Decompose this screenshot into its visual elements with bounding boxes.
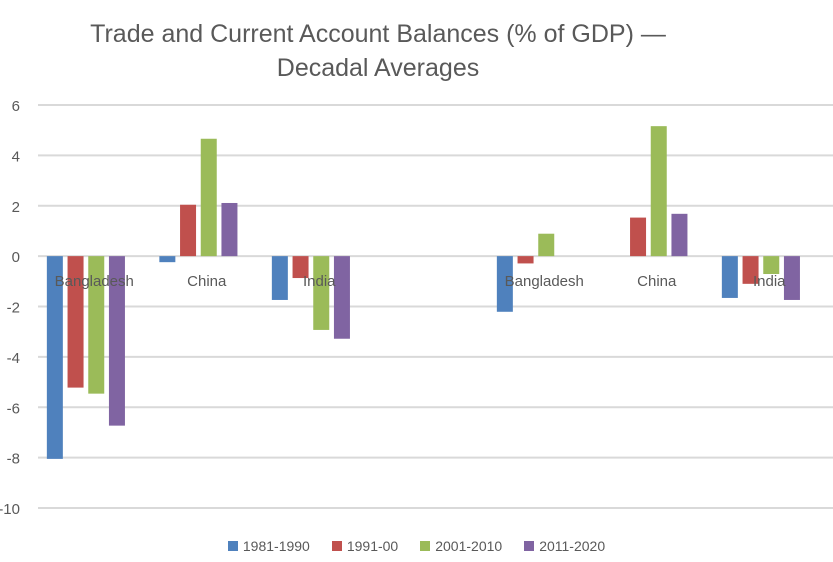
bar-2011-2020 [108, 256, 125, 426]
bar-1981-1990 [721, 256, 738, 298]
y-tick-label: -6 [7, 400, 20, 417]
category-label: Bangladesh [505, 273, 584, 290]
bar-1981-1990 [159, 256, 176, 263]
y-tick-label: -8 [7, 451, 20, 468]
legend-label: 2011-2020 [539, 538, 606, 554]
legend-label: 2001-2010 [435, 538, 503, 554]
y-tick-label: 2 [12, 199, 20, 216]
y-tick-label: 4 [12, 148, 20, 165]
bar-1981-1990 [46, 256, 63, 459]
legend-swatch [524, 541, 535, 551]
bar-2011-2020 [221, 202, 238, 257]
legend-item: 2011-2020 [524, 538, 605, 554]
y-tick-label: -4 [7, 350, 20, 367]
bar-2001-2010 [200, 138, 217, 257]
bar-2011-2020 [333, 256, 350, 339]
legend-label: 1991-00 [346, 538, 399, 554]
category-label: India [753, 273, 786, 290]
y-tick-label: -2 [7, 300, 20, 317]
legend-item: 1991-00 [331, 538, 399, 554]
legend: 1981-1990 1991-00 2001-2010 2011-2020 [0, 538, 833, 554]
bar-2001-2010 [538, 233, 555, 257]
bar-2001-2010 [650, 126, 667, 257]
bar-1991-00 [742, 256, 759, 284]
bar-1981-1990 [496, 256, 513, 312]
category-label: India [303, 273, 336, 290]
legend-swatch [420, 541, 431, 551]
y-tick-label: 6 [12, 98, 20, 115]
bar-2001-2010 [763, 256, 780, 275]
bar-1991-00 [67, 256, 84, 388]
legend-swatch [331, 541, 342, 551]
category-label: China [187, 273, 227, 290]
chart-subtitle: Decadal Averages [276, 54, 480, 82]
bar-1981-1990 [271, 256, 288, 300]
legend-label: 1981-1990 [242, 538, 310, 554]
legend-item: 1981-1990 [227, 538, 310, 554]
y-tick-label: -10 [0, 501, 20, 518]
y-tick-label: 0 [12, 249, 20, 266]
category-label: China [637, 273, 677, 290]
legend-swatch [227, 541, 238, 551]
bar-2011-2020 [671, 213, 688, 257]
chart-title: Trade and Current Account Balances (% of… [90, 20, 666, 48]
bar-1991-00 [517, 256, 534, 264]
bar-2011-2020 [783, 256, 800, 300]
bar-2001-2010 [88, 256, 105, 394]
category-label: Bangladesh [55, 273, 134, 290]
bar-1991-00 [630, 217, 647, 257]
bar-1991-00 [180, 204, 197, 257]
legend-item: 2001-2010 [420, 538, 502, 554]
bar-2001-2010 [313, 256, 330, 330]
bar-1991-00 [292, 256, 309, 279]
